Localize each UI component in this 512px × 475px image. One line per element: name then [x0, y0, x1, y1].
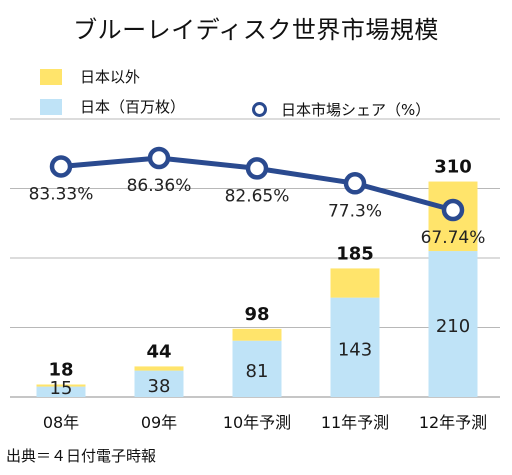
legend-overseas-swatch	[40, 68, 62, 85]
chart-title: ブルーレイディスク世界市場規模	[73, 16, 439, 44]
bar-overseas	[232, 328, 282, 341]
bar-japan-value-label: 15	[50, 378, 73, 399]
legend-share-label: 日本市場シェア（%）	[281, 101, 431, 119]
x-tick-label: 10年予測	[223, 413, 291, 432]
share-point	[245, 157, 269, 180]
share-point-label: 86.36%	[127, 176, 192, 196]
bar-total-label: 310	[434, 157, 472, 178]
bar-total-label: 44	[146, 341, 171, 362]
source-note: 出典＝４日付電子時報	[6, 447, 157, 465]
bar-japan-value-label: 38	[148, 376, 171, 397]
share-point	[441, 198, 465, 222]
share-point-label: 67.74%	[421, 228, 486, 248]
legend-japan: 日本（百万枚）	[40, 96, 185, 117]
x-tick-label: 12年予測	[419, 413, 487, 432]
bar-overseas	[330, 268, 380, 298]
bar-japan	[134, 370, 184, 397]
x-tick-label: 09年	[141, 413, 177, 432]
bar-overseas	[134, 366, 184, 371]
x-tick-label: 11年予測	[321, 413, 389, 432]
bar-total-label: 18	[48, 359, 73, 380]
legend-share: 日本市場シェア（%）	[252, 99, 430, 120]
bar-japan	[232, 340, 282, 397]
bar-total-label: 98	[244, 304, 269, 325]
share-point	[49, 155, 73, 178]
legend-overseas-label: 日本以外	[80, 68, 141, 86]
legend-japan-label: 日本（百万枚）	[80, 98, 186, 116]
bar-japan	[330, 297, 380, 397]
share-point-label: 77.3%	[328, 201, 382, 221]
legend-japan-swatch	[40, 98, 62, 115]
share-point-label: 83.33%	[29, 184, 94, 204]
bar-japan	[428, 251, 478, 397]
legend-overseas: 日本以外	[40, 66, 140, 87]
bar-japan-value-label: 81	[246, 361, 269, 382]
share-point-label: 82.65%	[225, 186, 290, 206]
bar-japan	[36, 386, 86, 397]
share-point	[147, 146, 171, 170]
legend-share-marker	[252, 102, 267, 117]
bar-japan-value-label: 143	[338, 339, 372, 360]
x-tick-label: 08年	[43, 413, 79, 432]
bar-japan-value-label: 210	[436, 316, 470, 337]
share-point	[343, 172, 367, 195]
bar-total-label: 185	[336, 243, 374, 264]
bar-overseas	[36, 384, 86, 387]
